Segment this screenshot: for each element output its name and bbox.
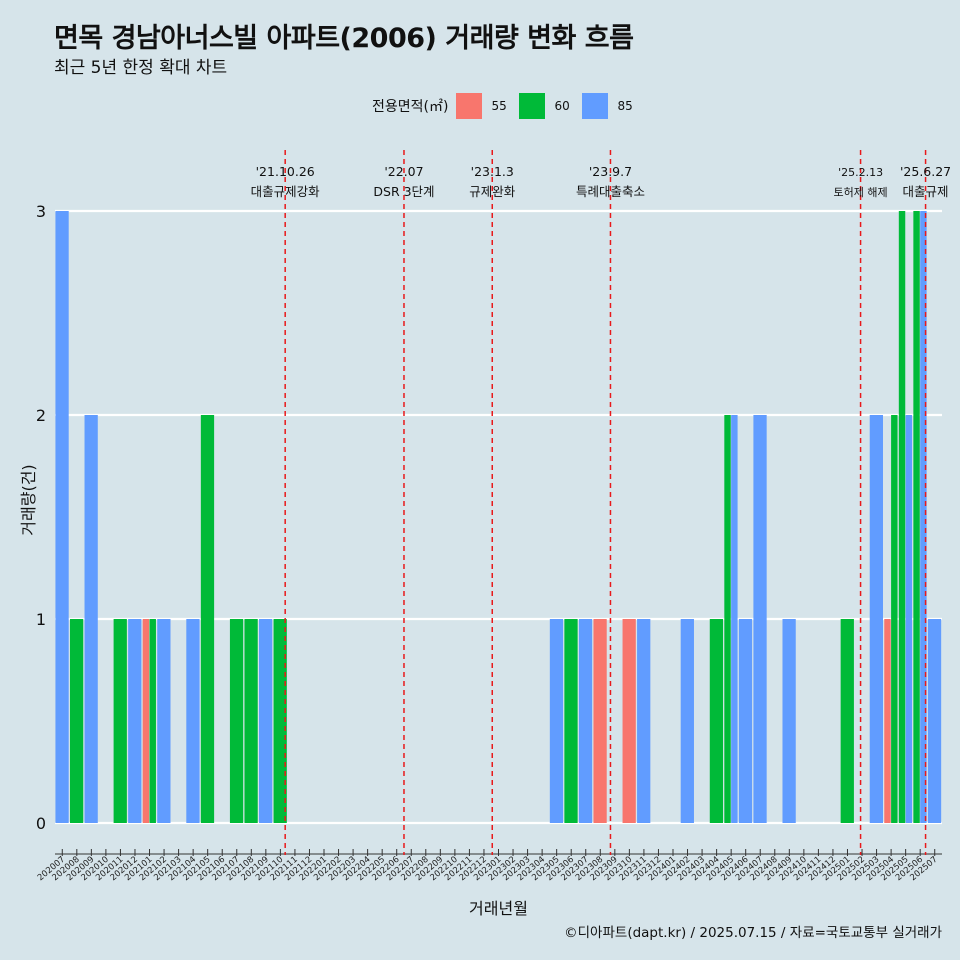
bar-202504-55: [884, 619, 891, 823]
bar-202110-60: [273, 619, 287, 823]
bar-202409-85: [782, 619, 796, 823]
legend: 전용면적(㎡) 55 60 85: [372, 93, 645, 119]
event-date-5: '25.6.27: [900, 164, 951, 179]
bar-202008-60: [69, 619, 84, 823]
bar-202402-85: [680, 619, 694, 823]
event-label-5: 대출규제: [903, 184, 949, 199]
event-date-3: '23.9.7: [589, 164, 632, 179]
event-date-1: '22.07: [384, 164, 423, 179]
bar-202501-60: [840, 619, 854, 823]
event-label-0: 대출규제강화: [251, 184, 321, 199]
event-label-1: DSR 3단계: [373, 184, 434, 199]
bar-202505-60: [898, 211, 906, 823]
bar-202405-60: [724, 415, 731, 823]
bar-202007-85: [55, 211, 69, 823]
bar-202404-60: [709, 619, 724, 823]
event-date-2: '23.1.3: [471, 164, 514, 179]
bar-202506-85: [920, 211, 927, 823]
bar-202105-60: [200, 415, 215, 823]
y-tick-label: 0: [36, 814, 46, 833]
bar-202406-85: [738, 619, 753, 823]
bar-202101-60: [149, 619, 156, 823]
legend-label-55: 55: [491, 99, 507, 113]
bar-202506-60: [913, 211, 920, 823]
y-axis-title: 거래량(건): [19, 464, 38, 535]
y-tick-label: 1: [36, 610, 46, 629]
bar-202109-85: [259, 619, 273, 823]
bar-202405-85: [731, 415, 738, 823]
bar-202407-85: [753, 415, 767, 823]
y-tick-label: 2: [36, 406, 46, 425]
event-date-4: '25.2.13: [838, 166, 883, 179]
chart-title: 면목 경남아너스빌 아파트(2006) 거래량 변화 흐름: [54, 23, 634, 54]
bar-202101-55: [142, 619, 150, 823]
bar-202305-85: [549, 619, 564, 823]
event-date-0: '21.10.26: [256, 164, 315, 179]
y-tick-label: 3: [36, 202, 46, 221]
source-caption: ©디아파트(dapt.kr) / 2025.07.15 / 자료=국토교통부 실…: [564, 925, 942, 941]
bar-202308-55: [593, 619, 607, 823]
legend-title: 전용면적(㎡): [372, 99, 449, 115]
event-label-4: 토허제 해제: [834, 185, 888, 199]
bar-202011-60: [113, 619, 127, 823]
legend-item-85: 85: [582, 93, 639, 119]
bar-202310-55: [622, 619, 636, 823]
x-axis-title: 거래년월: [469, 899, 528, 918]
bar-202012-85: [128, 619, 142, 823]
bar-202102-85: [157, 619, 171, 823]
bar-202009-85: [84, 415, 98, 823]
event-label-2: 규제완화: [469, 184, 516, 199]
bar-202504-60: [891, 415, 898, 823]
legend-item-60: 60: [519, 93, 576, 119]
bar-202307-85: [578, 619, 593, 823]
event-label-3: 특례대출축소: [576, 184, 645, 199]
bar-202503-85: [869, 415, 883, 823]
bar-202311-85: [637, 619, 651, 823]
legend-label-60: 60: [554, 99, 570, 113]
legend-label-85: 85: [617, 99, 633, 113]
chart-subtitle: 최근 5년 한정 확대 차트: [54, 58, 228, 78]
legend-item-55: 55: [456, 93, 513, 119]
bar-202505-85: [905, 415, 913, 823]
legend-swatch-85: [582, 93, 609, 119]
bar-202108-60: [244, 619, 258, 823]
bar-202104-85: [186, 619, 200, 823]
legend-swatch-60: [519, 93, 546, 119]
legend-swatch-55: [456, 93, 483, 119]
bar-202107-60: [229, 619, 244, 823]
bar-202306-60: [564, 619, 578, 823]
bar-202507-85: [927, 619, 942, 823]
